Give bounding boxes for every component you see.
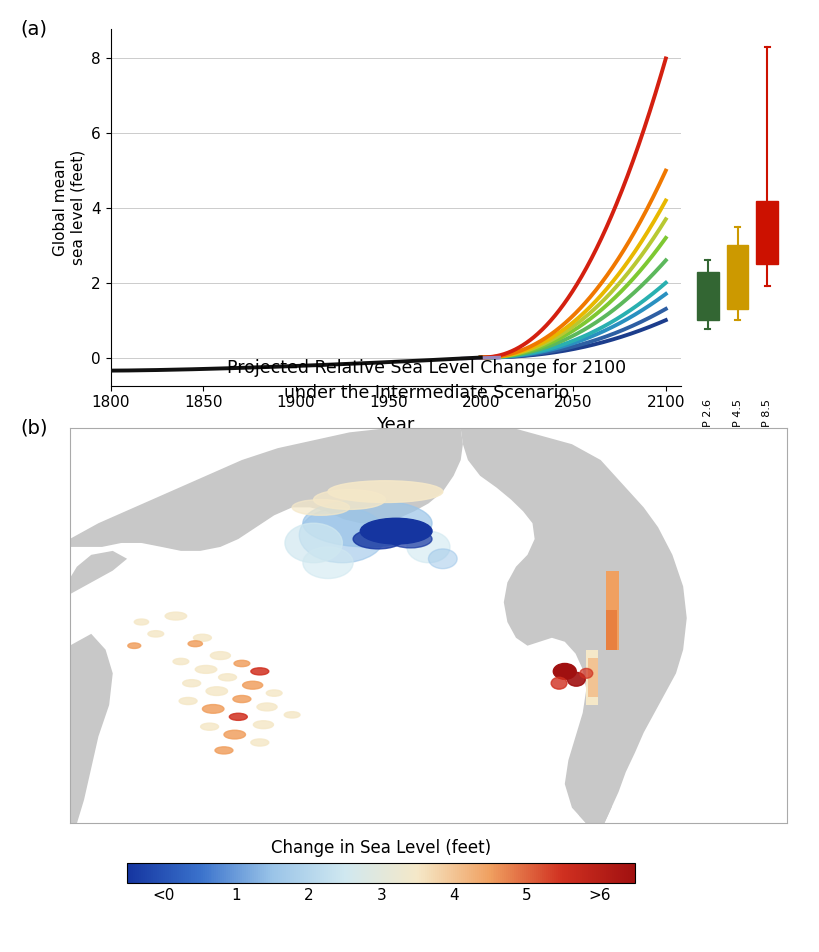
Text: (a): (a)	[20, 19, 48, 38]
Bar	[586, 649, 597, 704]
Polygon shape	[70, 634, 112, 823]
Ellipse shape	[353, 529, 403, 549]
Text: RCP 4.5: RCP 4.5	[731, 399, 742, 442]
X-axis label: Year: Year	[376, 416, 414, 434]
Ellipse shape	[210, 651, 230, 660]
Ellipse shape	[313, 489, 385, 509]
Ellipse shape	[179, 698, 197, 704]
Ellipse shape	[233, 696, 251, 703]
Polygon shape	[70, 428, 462, 551]
Ellipse shape	[229, 713, 247, 721]
Polygon shape	[70, 551, 127, 594]
Bar	[726, 246, 748, 309]
Ellipse shape	[188, 641, 202, 646]
Bar	[696, 271, 717, 320]
Ellipse shape	[360, 518, 432, 544]
Ellipse shape	[224, 730, 245, 739]
Ellipse shape	[201, 724, 219, 730]
Ellipse shape	[219, 674, 236, 681]
Ellipse shape	[285, 524, 342, 563]
Ellipse shape	[553, 664, 576, 680]
Text: Change in Sea Level (feet): Change in Sea Level (feet)	[271, 839, 491, 857]
Ellipse shape	[183, 680, 201, 686]
Y-axis label: Global mean
sea level (feet): Global mean sea level (feet)	[53, 149, 85, 265]
Ellipse shape	[215, 746, 233, 754]
Ellipse shape	[193, 634, 211, 642]
Ellipse shape	[251, 739, 269, 746]
Text: Projected Relative Sea Level Change for 2100
under the Intermediate Scenario: Projected Relative Sea Level Change for …	[227, 359, 625, 402]
Bar	[587, 658, 597, 697]
Text: RCP 2.6: RCP 2.6	[702, 399, 712, 442]
Ellipse shape	[165, 612, 187, 620]
Text: RCP 8.5: RCP 8.5	[762, 399, 771, 442]
Text: (b): (b)	[20, 419, 48, 438]
Bar	[605, 570, 618, 649]
Ellipse shape	[302, 500, 432, 546]
Ellipse shape	[147, 630, 164, 637]
Polygon shape	[460, 428, 686, 823]
Ellipse shape	[266, 690, 282, 696]
Ellipse shape	[284, 712, 300, 718]
Ellipse shape	[302, 546, 353, 579]
Ellipse shape	[299, 507, 385, 563]
Ellipse shape	[206, 686, 227, 696]
Ellipse shape	[328, 481, 442, 503]
Ellipse shape	[233, 661, 250, 666]
Polygon shape	[571, 737, 616, 823]
Ellipse shape	[173, 659, 188, 664]
Ellipse shape	[292, 500, 349, 515]
Bar	[605, 610, 617, 649]
Ellipse shape	[428, 549, 457, 568]
Ellipse shape	[128, 643, 141, 648]
Ellipse shape	[134, 619, 148, 625]
Ellipse shape	[406, 531, 450, 563]
Ellipse shape	[253, 721, 274, 728]
Ellipse shape	[579, 668, 592, 678]
Ellipse shape	[251, 667, 269, 675]
Ellipse shape	[567, 672, 585, 686]
Ellipse shape	[388, 530, 432, 548]
Ellipse shape	[242, 682, 262, 689]
Bar	[755, 201, 777, 264]
Ellipse shape	[256, 703, 277, 711]
Ellipse shape	[202, 704, 224, 713]
Ellipse shape	[195, 665, 216, 673]
Ellipse shape	[550, 677, 566, 689]
